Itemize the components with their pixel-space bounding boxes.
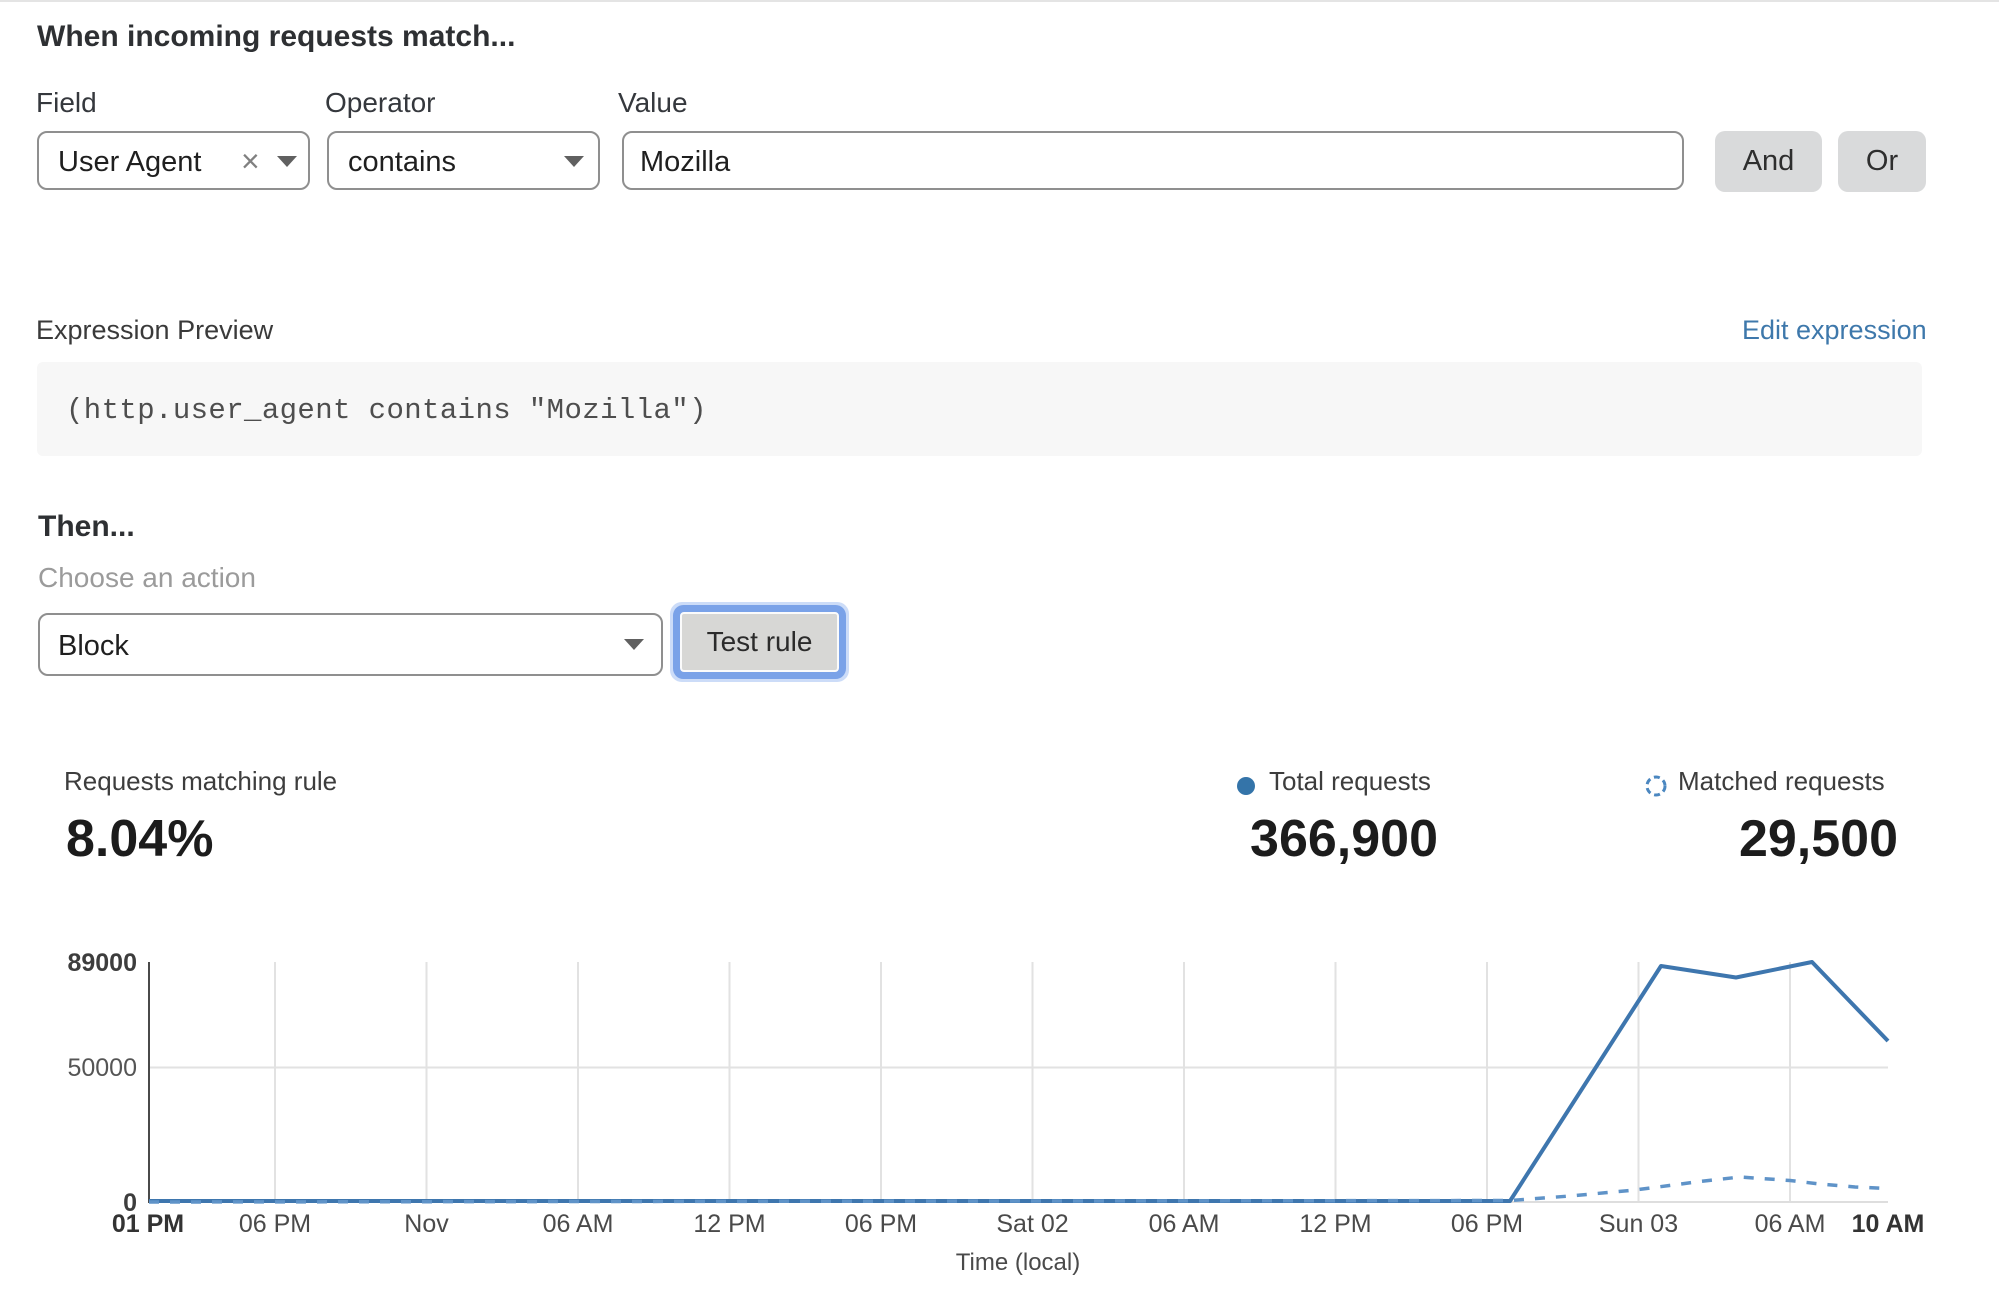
svg-text:06 AM: 06 AM <box>1755 1210 1826 1238</box>
svg-text:0: 0 <box>123 1189 137 1217</box>
svg-text:Nov: Nov <box>404 1210 449 1238</box>
svg-text:50000: 50000 <box>67 1054 137 1082</box>
svg-text:Sat 02: Sat 02 <box>996 1210 1068 1238</box>
svg-text:06 PM: 06 PM <box>1451 1210 1523 1238</box>
svg-text:Sun 03: Sun 03 <box>1599 1210 1678 1238</box>
svg-text:06 PM: 06 PM <box>239 1210 311 1238</box>
svg-text:Time (local): Time (local) <box>956 1249 1080 1276</box>
svg-text:06 AM: 06 AM <box>1149 1210 1220 1238</box>
svg-text:12 PM: 12 PM <box>1299 1210 1371 1238</box>
svg-text:12 PM: 12 PM <box>693 1210 765 1238</box>
svg-text:06 AM: 06 AM <box>543 1210 614 1238</box>
svg-text:06 PM: 06 PM <box>845 1210 917 1238</box>
svg-text:10 AM: 10 AM <box>1852 1210 1925 1238</box>
svg-text:01 PM: 01 PM <box>112 1210 184 1238</box>
svg-text:89000: 89000 <box>67 949 137 977</box>
